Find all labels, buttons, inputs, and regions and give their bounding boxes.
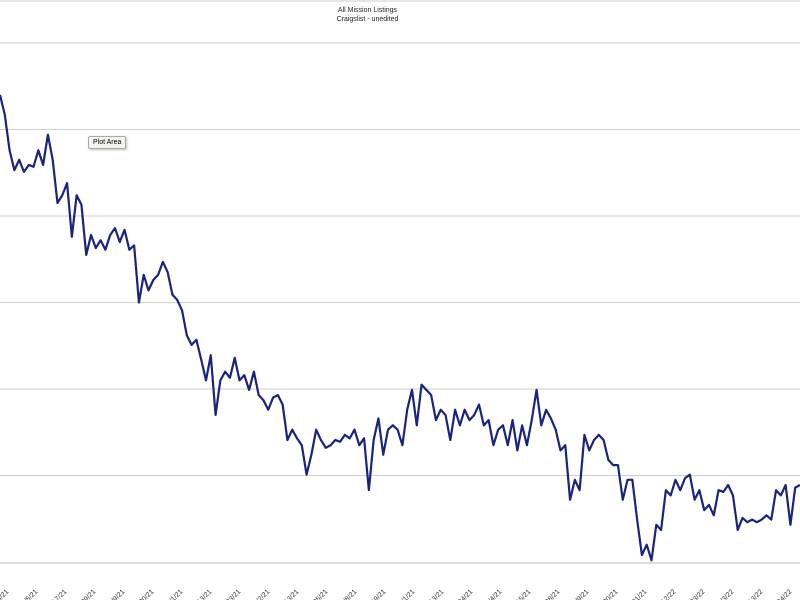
x-tick-label: 10/1/21 <box>395 588 417 600</box>
x-tick-label: 4/24/21 <box>0 588 10 600</box>
plot-area-tooltip: Plot Area <box>88 136 127 149</box>
x-tick-label: 5/5/21 <box>21 588 40 600</box>
x-tick-label: 8/25/21 <box>308 588 330 600</box>
chart-subtitle: Craigslist - unedited <box>336 16 399 23</box>
chart-title-block: All Mission Listings Craigslist - unedit… <box>0 6 735 24</box>
x-tick-label: 2/3/22 <box>717 588 736 600</box>
x-tick-label: 2/24/22 <box>772 588 794 600</box>
x-tick-label: 10/13/21 <box>421 588 445 600</box>
x-tick-label: 5/29/21 <box>76 588 98 600</box>
chart-title: All Mission Listings <box>337 7 398 14</box>
x-tick-label: 1/12/22 <box>656 588 678 600</box>
x-tick-label: 7/13/21 <box>192 588 214 600</box>
x-tick-label: 2/13/22 <box>743 588 765 600</box>
x-tick-label: 5/17/21 <box>47 588 69 600</box>
x-tick-label: 9/19/21 <box>366 588 388 600</box>
series-line <box>0 94 800 562</box>
x-tick-label: 11/4/21 <box>482 588 503 600</box>
x-tick-label: 12/9/21 <box>569 588 591 600</box>
x-tick-label: 11/15/21 <box>509 588 533 600</box>
x-tick-label: 6/9/21 <box>108 588 127 600</box>
x-tick-label: 9/8/21 <box>340 588 359 600</box>
x-tick-label: 7/1/21 <box>166 588 185 600</box>
x-tick-label: 8/13/21 <box>279 588 301 600</box>
x-tick-label: 11/28/21 <box>538 588 562 600</box>
x-tick-label: 6/20/21 <box>134 588 156 600</box>
x-tick-label: 1/23/22 <box>685 588 707 600</box>
x-tick-label: 8/2/21 <box>253 588 272 600</box>
x-tick-label: 12/31/21 <box>624 588 648 600</box>
x-tick-label: 7/23/21 <box>221 588 243 600</box>
x-tick-label: 12/20/21 <box>595 588 619 600</box>
x-tick-label: 10/24/21 <box>450 588 474 600</box>
